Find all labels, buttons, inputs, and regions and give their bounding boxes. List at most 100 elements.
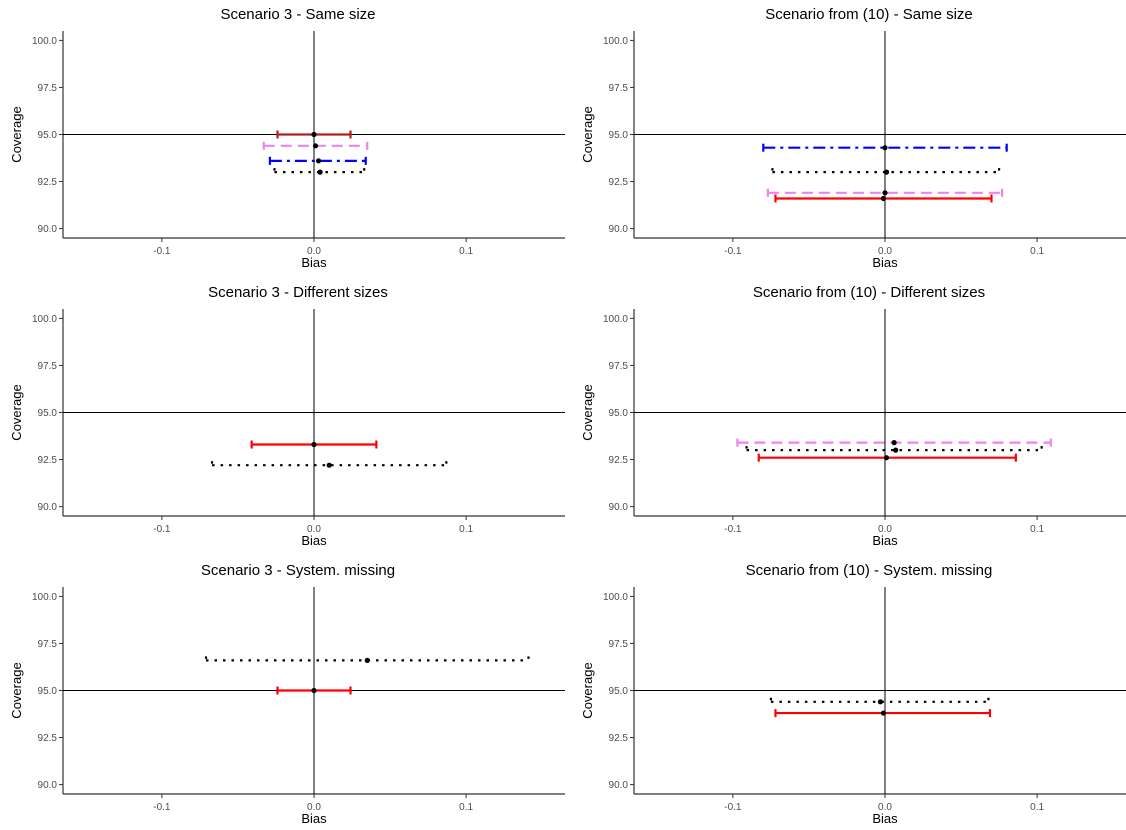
panel1-title: Scenario 3 - Same size	[220, 6, 375, 23]
panel1: Scenario 3 - Same size 90.0 92.5 95.0 97.5 10…	[9, 6, 565, 270]
panel4: Scenario from (10) - Different sizes 90.0…	[580, 284, 1126, 548]
panel4-ytick-label: 95.0	[609, 408, 629, 419]
panel6-ylabel: Coverage	[580, 662, 595, 718]
panel4-errorbar-1	[736, 438, 1052, 447]
panel3-point-1	[311, 441, 317, 448]
panel6-point-2	[880, 710, 887, 716]
panel2-ytick-label: 100.0	[603, 36, 628, 47]
panel2-errorbar-3	[766, 188, 1004, 197]
panel2-ytick-label: 92.5	[609, 177, 629, 188]
panel2-ytick-label: 97.5	[609, 83, 629, 94]
panel6-errorbar-1	[769, 697, 990, 706]
panel4-ytick-label: 90.0	[609, 502, 629, 513]
panel6-xtick-label: 0.0	[878, 802, 892, 813]
panel1-point-2	[312, 143, 319, 149]
panel6-xtick-label: -0.1	[724, 802, 742, 813]
panel5-xlabel: Bias	[301, 811, 327, 826]
panel5-title: Scenario 3 - System. missing	[201, 562, 395, 579]
panel6-ytick-label: 100.0	[603, 592, 628, 603]
panel6-xtick-label: 0.1	[1030, 802, 1044, 813]
panel5-errorbar-2	[276, 686, 352, 695]
panel5-ytick-label: 90.0	[38, 780, 58, 791]
panel5-ytick-label: 97.5	[38, 639, 58, 650]
panel1-errorbar-3	[268, 156, 367, 165]
panel6-xlabel: Bias	[872, 811, 898, 826]
panel6-ytick-label: 97.5	[609, 639, 629, 650]
panel1-errorbar-4	[273, 168, 366, 177]
panel3-ytick-label: 90.0	[38, 502, 58, 513]
panel5-ytick-label: 100.0	[32, 592, 57, 603]
panel1-ytick-label: 95.0	[38, 130, 58, 141]
panel2-xtick-label: 0.0	[878, 246, 892, 257]
panel3-xtick-label: 0.0	[307, 524, 321, 535]
panel3-title: Scenario 3 - Different sizes	[208, 284, 388, 301]
panel1-xtick-label: 0.1	[459, 246, 473, 257]
panel4-xtick-label: -0.1	[724, 524, 742, 535]
panel4-xtick-label: 0.0	[878, 524, 892, 535]
panel1-ytick-label: 90.0	[38, 224, 58, 235]
panel2-point-3	[882, 190, 888, 196]
panel1-point-1	[311, 131, 317, 138]
panel2-errorbar-4	[774, 194, 993, 203]
panel4-xtick-label: 0.1	[1030, 524, 1044, 535]
panel2-xtick-label: 0.1	[1030, 246, 1044, 257]
panel2-xlabel: Bias	[872, 255, 898, 270]
panel5-xtick-label: 0.0	[307, 802, 321, 813]
panel4-point-3	[883, 455, 890, 461]
panel1-point-4	[317, 169, 323, 175]
panel1-errorbar-2	[262, 141, 369, 150]
panel3-point-2	[326, 462, 332, 468]
panel3-ytick-label: 97.5	[38, 361, 58, 372]
panel5-ytick-label: 95.0	[38, 686, 58, 697]
panel1-ylabel: Coverage	[9, 106, 24, 162]
panel4-point-1	[891, 440, 897, 446]
panel5: Scenario 3 - System. missing 90.0 92.5 95.0…	[9, 562, 565, 826]
panel3-ytick-label: 92.5	[38, 455, 58, 466]
panel1-ytick-label: 97.5	[38, 83, 58, 94]
panel2-point-1	[882, 145, 888, 151]
panel6-errorbar-2	[774, 709, 992, 718]
panel3-xtick-label: 0.1	[459, 524, 473, 535]
panel3-xlabel: Bias	[301, 533, 327, 548]
panel5-xtick-label: 0.1	[459, 802, 473, 813]
panel3: Scenario 3 - Different sizes 90.0 92.5 95.0…	[9, 284, 565, 548]
panel1-point-3	[315, 158, 322, 164]
panel6-ytick-label: 92.5	[609, 733, 629, 744]
panel2-ytick-label: 90.0	[609, 224, 629, 235]
panel5-point-1	[364, 657, 370, 663]
panel1-ytick-label: 92.5	[38, 177, 58, 188]
panel3-xtick-label: -0.1	[153, 524, 171, 535]
panel3-errorbar-1	[250, 440, 378, 449]
panel6-ytick-label: 90.0	[609, 780, 629, 791]
panel5-ytick-label: 92.5	[38, 733, 58, 744]
panel2: Scenario from (10) - Same size 90.0 92.5 95…	[580, 6, 1126, 270]
panel4-ytick-label: 97.5	[609, 361, 629, 372]
panel1-xtick-label: -0.1	[153, 246, 171, 257]
panel3-ylabel: Coverage	[9, 384, 24, 440]
panel3-errorbar-2	[210, 461, 448, 470]
panel1-errorbar-1	[276, 130, 352, 139]
panel6-point-1	[877, 699, 884, 705]
panel5-point-2	[311, 687, 317, 694]
panel2-errorbar-2	[771, 168, 1001, 177]
panel2-point-2	[883, 169, 890, 175]
panel3-ytick-label: 100.0	[32, 314, 57, 325]
panel1-xlabel: Bias	[301, 255, 327, 270]
panel2-point-4	[880, 195, 887, 202]
panel5-errorbar-1	[204, 656, 530, 665]
panel2-ylabel: Coverage	[580, 106, 595, 162]
panel2-xtick-label: -0.1	[724, 246, 742, 257]
panel4-title: Scenario from (10) - Different sizes	[753, 284, 985, 301]
panel4-ytick-label: 100.0	[603, 314, 628, 325]
panel6-ytick-label: 95.0	[609, 686, 629, 697]
panel4-xlabel: Bias	[872, 533, 898, 548]
panel4-errorbar-3	[757, 453, 1017, 462]
panel4-ylabel: Coverage	[580, 384, 595, 440]
panel1-ytick-label: 100.0	[32, 36, 57, 47]
panel1-xtick-label: 0.0	[307, 246, 321, 257]
panel3-ytick-label: 95.0	[38, 408, 58, 419]
panel6: Scenario from (10) - System. missing 90.0…	[580, 562, 1126, 826]
panel4-errorbar-2	[745, 446, 1043, 455]
panel2-ytick-label: 95.0	[609, 130, 629, 141]
